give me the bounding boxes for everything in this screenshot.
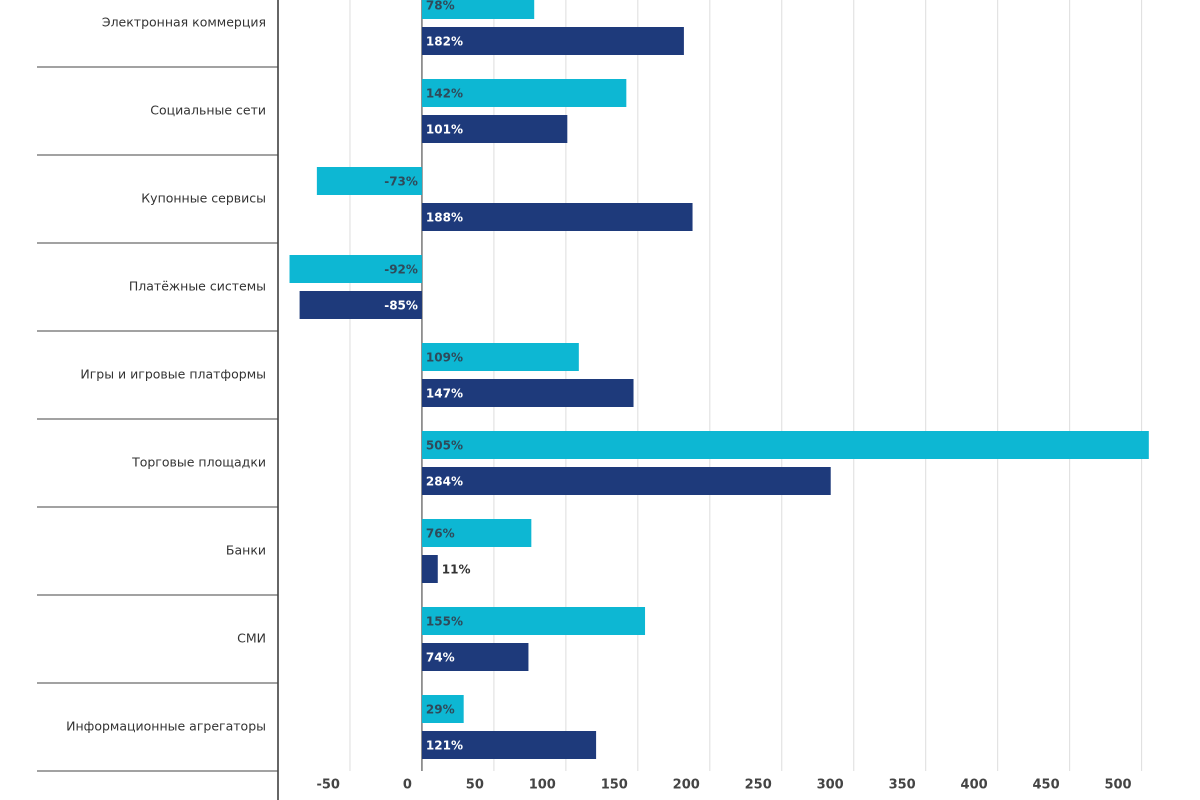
value-label: 142% [426, 87, 463, 101]
bar [421, 467, 831, 495]
category-label: Электронная коммерция [102, 15, 266, 30]
value-label: -73% [384, 175, 418, 189]
bar [421, 431, 1149, 459]
category-label: Купонные сервисы [141, 191, 266, 206]
value-label: 76% [426, 527, 455, 541]
x-tick-label: 50 [466, 778, 484, 793]
bar [316, 167, 422, 195]
x-tick-label: 300 [817, 778, 844, 793]
x-tick-label: 0 [403, 778, 412, 793]
x-tick-label: 100 [529, 778, 556, 793]
x-tick-label: 350 [889, 778, 916, 793]
bar [421, 555, 438, 583]
x-tick-label: 400 [961, 778, 988, 793]
value-label: 188% [426, 211, 463, 225]
value-label: 284% [426, 475, 463, 489]
category-label: Игры и игровые платформы [80, 367, 266, 382]
value-label: 29% [426, 703, 455, 717]
bar [421, 607, 646, 635]
value-label: -92% [384, 263, 418, 277]
value-label: 11% [442, 563, 471, 577]
bar [421, 203, 693, 231]
bar [421, 731, 597, 759]
value-label: 505% [426, 439, 463, 453]
bar [421, 27, 684, 55]
value-label: 74% [426, 651, 455, 665]
value-label: 182% [426, 35, 463, 49]
bar [421, 379, 634, 407]
value-label: 121% [426, 739, 463, 753]
value-label: 78% [426, 0, 455, 13]
category-label: Платёжные системы [129, 279, 266, 294]
value-label: 109% [426, 351, 463, 365]
bar [421, 519, 532, 547]
bar [421, 0, 535, 19]
x-tick-label: 200 [673, 778, 700, 793]
category-label: Банки [226, 543, 266, 558]
x-tick-label: 250 [745, 778, 772, 793]
category-label: Информационные агрегаторы [66, 719, 266, 734]
bar [421, 79, 627, 107]
value-label: -85% [384, 299, 418, 313]
category-label: Социальные сети [150, 103, 266, 118]
bar [421, 643, 529, 671]
bar [421, 115, 568, 143]
value-label: 101% [426, 123, 463, 137]
bar [299, 291, 422, 319]
value-label: 147% [426, 387, 463, 401]
bar [289, 255, 422, 283]
x-tick-label: -50 [316, 778, 340, 793]
category-label: Торговые площадки [131, 455, 266, 470]
x-tick-label: 150 [601, 778, 628, 793]
category-label: СМИ [237, 631, 266, 646]
value-label: 155% [426, 615, 463, 629]
x-tick-label: 450 [1033, 778, 1060, 793]
x-tick-label: 500 [1104, 778, 1131, 793]
bar [421, 695, 464, 723]
bar [421, 343, 579, 371]
